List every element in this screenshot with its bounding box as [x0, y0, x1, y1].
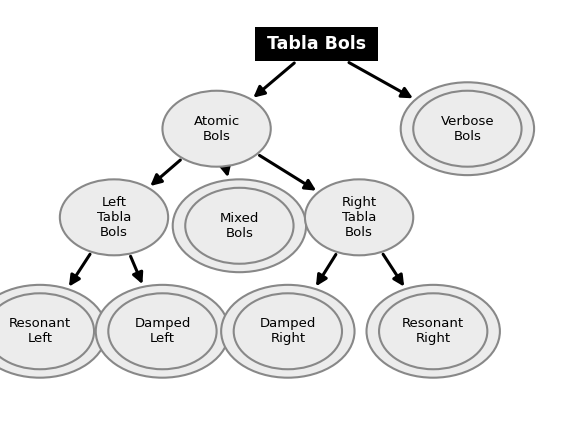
Ellipse shape: [401, 82, 534, 175]
Ellipse shape: [60, 179, 168, 255]
Ellipse shape: [413, 91, 522, 167]
Text: Tabla Bols: Tabla Bols: [267, 35, 366, 53]
Ellipse shape: [221, 285, 355, 378]
Ellipse shape: [162, 91, 271, 167]
Text: Atomic
Bols: Atomic Bols: [193, 115, 240, 143]
Ellipse shape: [96, 285, 229, 378]
Text: Verbose
Bols: Verbose Bols: [441, 115, 494, 143]
FancyBboxPatch shape: [255, 27, 378, 61]
Ellipse shape: [379, 293, 487, 369]
Text: Right
Tabla
Bols: Right Tabla Bols: [341, 196, 377, 239]
Ellipse shape: [185, 188, 294, 264]
Ellipse shape: [0, 285, 107, 378]
Text: Left
Tabla
Bols: Left Tabla Bols: [97, 196, 131, 239]
Text: Damped
Left: Damped Left: [135, 317, 190, 345]
Ellipse shape: [234, 293, 342, 369]
Ellipse shape: [108, 293, 217, 369]
Text: Damped
Right: Damped Right: [260, 317, 316, 345]
Ellipse shape: [173, 179, 306, 272]
Text: Resonant
Right: Resonant Right: [402, 317, 464, 345]
Text: Mixed
Bols: Mixed Bols: [219, 212, 259, 240]
Ellipse shape: [367, 285, 500, 378]
Ellipse shape: [0, 293, 94, 369]
Ellipse shape: [305, 179, 413, 255]
Text: Resonant
Left: Resonant Left: [9, 317, 71, 345]
